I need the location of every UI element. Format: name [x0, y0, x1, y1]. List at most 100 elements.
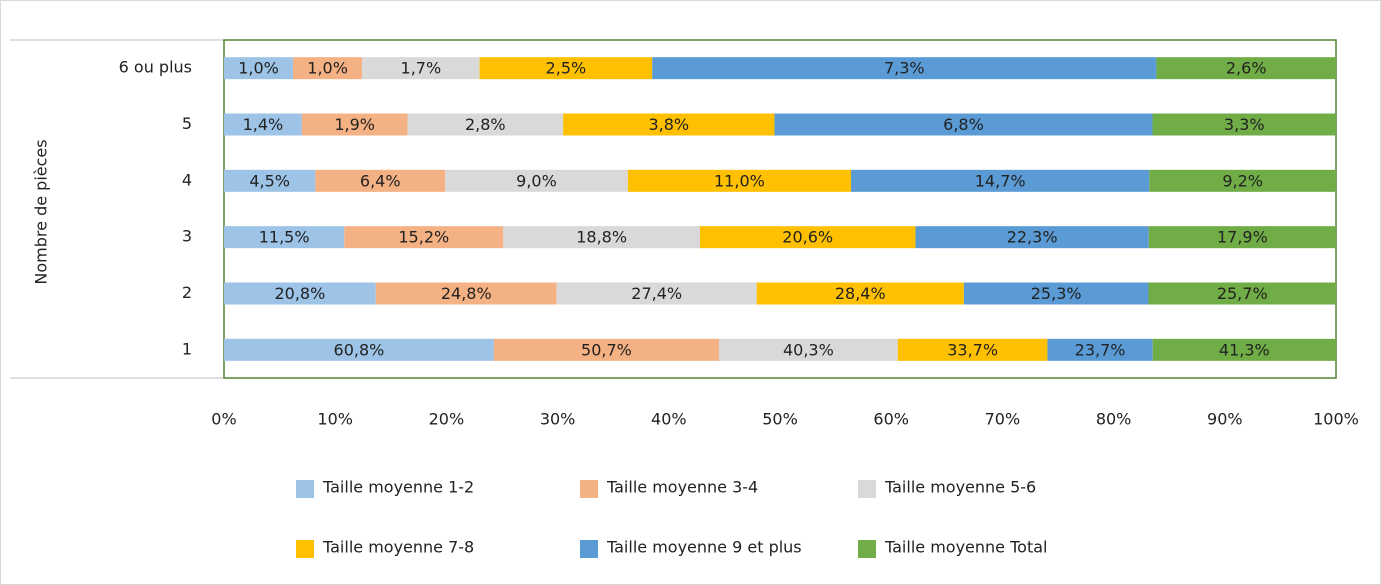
bar-segment	[315, 169, 446, 192]
bar-segment	[627, 169, 852, 192]
legend-swatch	[580, 540, 598, 558]
x-tick-label: 60%	[873, 410, 909, 429]
bar-segment	[699, 226, 916, 249]
data-label: 7,3%	[884, 59, 925, 78]
data-label: 2,5%	[546, 59, 587, 78]
bar-segment	[344, 226, 504, 249]
x-tick-label: 90%	[1207, 410, 1243, 429]
data-label: 1,7%	[401, 59, 442, 78]
data-label: 15,2%	[398, 228, 449, 247]
legend-swatch	[296, 540, 314, 558]
bar-segment	[756, 282, 964, 305]
data-label: 22,3%	[1007, 228, 1058, 247]
bar-segment	[897, 338, 1048, 361]
data-label: 25,7%	[1217, 284, 1268, 303]
bar-segment	[1152, 113, 1336, 136]
bar-segment	[1149, 169, 1336, 192]
data-label: 1,0%	[238, 59, 279, 78]
bar-segment	[503, 226, 700, 249]
bar-segment	[1152, 338, 1336, 361]
bar-segment	[445, 169, 628, 192]
plot-area	[223, 39, 1337, 379]
legend-label: Taille moyenne 9 et plus	[606, 538, 802, 557]
data-label: 20,8%	[274, 284, 325, 303]
x-tick-label: 80%	[1096, 410, 1132, 429]
y-axis-title: Nombre de pièces	[32, 139, 51, 284]
bar-segment	[493, 338, 719, 361]
bar-segment	[563, 113, 775, 136]
bar-segment	[362, 57, 480, 80]
y-tick-label: 1	[182, 339, 192, 358]
data-label: 2,8%	[465, 115, 506, 134]
bar-segment	[301, 113, 408, 136]
legend-label: Taille moyenne 5-6	[884, 478, 1036, 497]
legend-swatch	[580, 480, 598, 498]
bar-segment	[774, 113, 1153, 136]
data-label: 3,8%	[648, 115, 689, 134]
x-tick-label: 20%	[429, 410, 465, 429]
bar-segment	[224, 113, 302, 136]
bar-segment	[652, 57, 1157, 80]
legend-label: Taille moyenne Total	[884, 538, 1047, 557]
y-tick-label: 3	[182, 227, 192, 246]
x-tick-label: 40%	[651, 410, 687, 429]
legend-label: Taille moyenne 7-8	[322, 538, 474, 557]
data-label: 33,7%	[947, 340, 998, 359]
legend-label: Taille moyenne 3-4	[606, 478, 758, 497]
data-label: 27,4%	[631, 284, 682, 303]
bar-segment	[851, 169, 1150, 192]
data-label: 9,2%	[1222, 171, 1263, 190]
bar-segment	[556, 282, 757, 305]
bar-segment	[718, 338, 898, 361]
legend-swatch	[858, 480, 876, 498]
data-label: 17,9%	[1217, 228, 1268, 247]
bar-segment	[915, 226, 1149, 249]
data-label: 9,0%	[516, 171, 557, 190]
data-label: 25,3%	[1031, 284, 1082, 303]
bar-segment	[1148, 282, 1336, 305]
x-tick-label: 30%	[540, 410, 576, 429]
bar-segment	[224, 57, 294, 80]
data-label: 28,4%	[835, 284, 886, 303]
bar-segment	[407, 113, 564, 136]
data-label: 6,8%	[943, 115, 984, 134]
y-tick-label: 5	[182, 114, 192, 133]
data-label: 23,7%	[1075, 340, 1126, 359]
bar-segment	[1047, 338, 1153, 361]
legend-swatch	[858, 540, 876, 558]
bar-segment	[1156, 57, 1336, 80]
bar-segment	[293, 57, 363, 80]
data-label: 1,9%	[334, 115, 375, 134]
bar-segment	[479, 57, 653, 80]
data-label: 11,5%	[259, 228, 310, 247]
bar-segment	[963, 282, 1149, 305]
bar-segment	[224, 338, 494, 361]
data-label: 6,4%	[360, 171, 401, 190]
bar-segment	[224, 226, 345, 249]
data-label: 14,7%	[975, 171, 1026, 190]
y-tick-label: 6 ou plus	[119, 58, 192, 77]
data-label: 41,3%	[1219, 340, 1270, 359]
bar-segment	[1148, 226, 1336, 249]
data-label: 1,0%	[307, 59, 348, 78]
data-label: 60,8%	[334, 340, 385, 359]
legend-label: Taille moyenne 1-2	[322, 478, 474, 497]
data-label: 4,5%	[249, 171, 290, 190]
x-tick-label: 10%	[317, 410, 353, 429]
data-label: 11,0%	[714, 171, 765, 190]
bar-segment	[224, 282, 376, 305]
data-label: 50,7%	[581, 340, 632, 359]
data-label: 40,3%	[783, 340, 834, 359]
y-tick-label: 2	[182, 283, 192, 302]
data-label: 1,4%	[243, 115, 284, 134]
bar-segment	[224, 169, 316, 192]
x-tick-label: 50%	[762, 410, 798, 429]
x-tick-label: 0%	[211, 410, 236, 429]
data-label: 20,6%	[782, 228, 833, 247]
data-label: 18,8%	[576, 228, 627, 247]
data-label: 3,3%	[1224, 115, 1265, 134]
data-label: 2,6%	[1226, 59, 1267, 78]
y-tick-label: 4	[182, 170, 192, 189]
legend-swatch	[296, 480, 314, 498]
